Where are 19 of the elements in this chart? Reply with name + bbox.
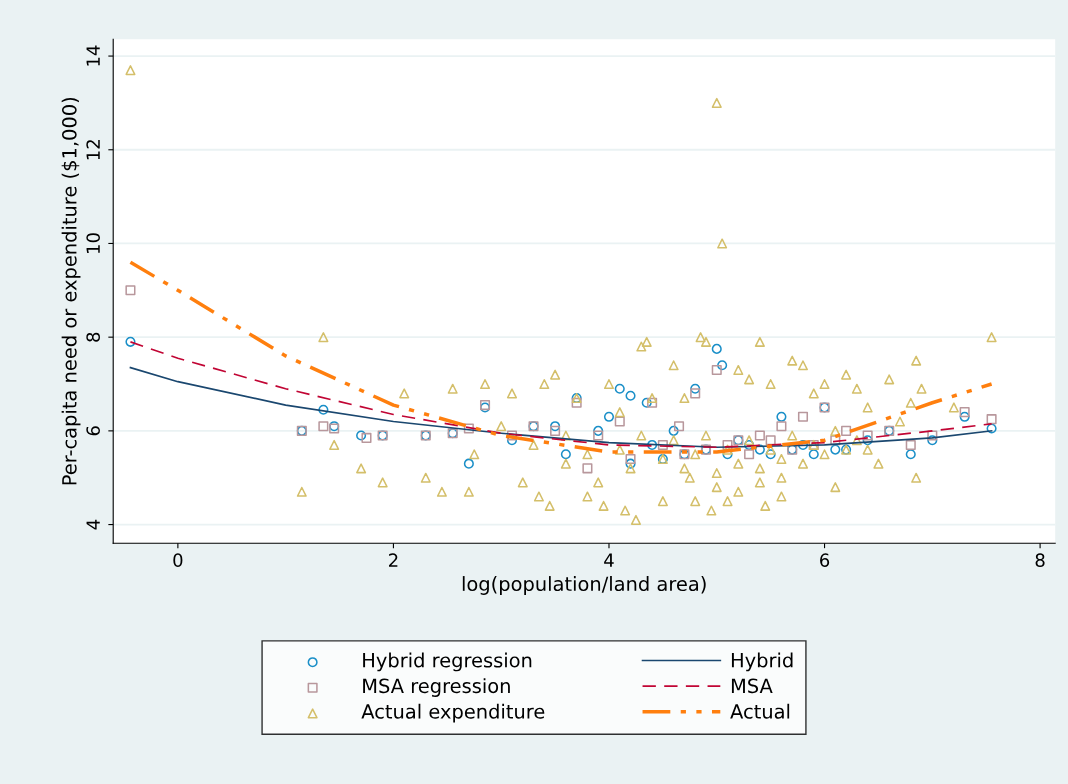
y-tick-label: 8 (86, 332, 100, 342)
legend-label: Actual expenditure (361, 703, 545, 723)
y-tick-label: 10 (86, 233, 100, 253)
y-tick-label: 6 (86, 426, 100, 436)
y-tick-label: 4 (86, 519, 100, 530)
y-tick-label: 12 (86, 140, 100, 160)
y-axis-title: Per-capita need or expenditure ($1,000) (61, 97, 81, 485)
x-tick-label: 0 (173, 553, 183, 568)
x-tick-label: 2 (389, 553, 398, 567)
legend-label: MSA (731, 678, 773, 694)
legend-label: Hybrid regression (363, 652, 532, 672)
legend-label: MSA regression (363, 678, 510, 697)
x-tick-label: 8 (1035, 553, 1045, 568)
legend-label: Actual (730, 703, 790, 719)
y-tick-label: 14 (86, 45, 100, 66)
x-tick-label: 6 (820, 553, 830, 568)
x-tick-label: 4 (604, 553, 614, 567)
x-axis-title: log(population/land area) (462, 576, 706, 595)
legend-label: Hybrid (731, 652, 793, 672)
